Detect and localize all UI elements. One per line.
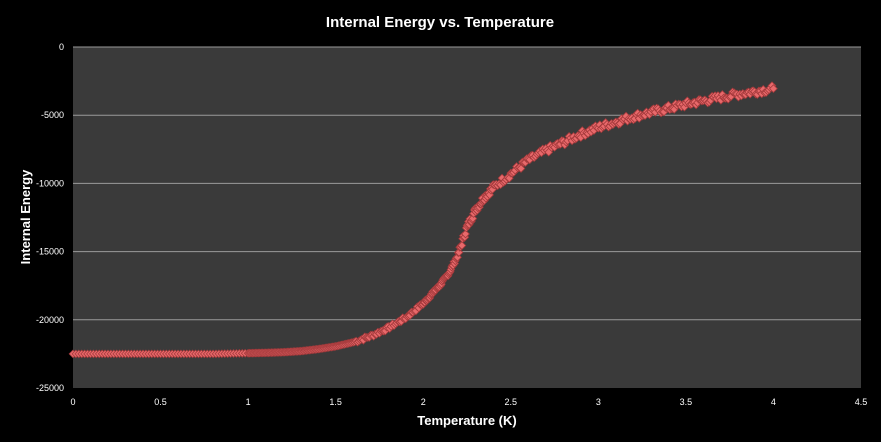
x-tick-label: 3.5 — [680, 397, 693, 407]
y-tick-label: -5000 — [41, 110, 64, 120]
y-tick-label: -10000 — [36, 178, 64, 188]
x-tick-label: 3 — [596, 397, 601, 407]
x-tick-label: 1 — [246, 397, 251, 407]
y-axis-label: Internal Energy — [18, 169, 33, 264]
y-tick-label: 0 — [59, 42, 64, 52]
data-point — [769, 84, 778, 93]
y-tick-label: -25000 — [36, 383, 64, 393]
x-tick-label: 2.5 — [505, 397, 518, 407]
data-point — [453, 252, 462, 262]
chart-title: Internal Energy vs. Temperature — [326, 14, 554, 31]
x-tick-label: 2 — [421, 397, 426, 407]
y-tick-label: -20000 — [36, 315, 64, 325]
x-tick-label: 0 — [70, 397, 75, 407]
gridlines — [73, 46, 861, 321]
data-point — [454, 247, 464, 257]
y-tick-label: -15000 — [36, 247, 64, 257]
x-tick-label: 4 — [771, 397, 776, 407]
x-tick-label: 1.5 — [329, 397, 342, 407]
x-tick-label: 0.5 — [154, 397, 167, 407]
x-tick-labels: 0 0.5 1 1.5 2 2.5 3 3.5 4 4.5 — [70, 397, 867, 407]
x-tick-label: 4.5 — [855, 397, 868, 407]
y-tick-labels: 0 -5000 -10000 -15000 -20000 -25000 — [36, 42, 64, 393]
data-point — [516, 164, 526, 173]
data-point — [457, 241, 467, 250]
data-point — [485, 190, 494, 200]
data-points — [68, 81, 778, 359]
data-point — [461, 229, 470, 239]
x-axis-label: Temperature (K) — [417, 413, 516, 428]
